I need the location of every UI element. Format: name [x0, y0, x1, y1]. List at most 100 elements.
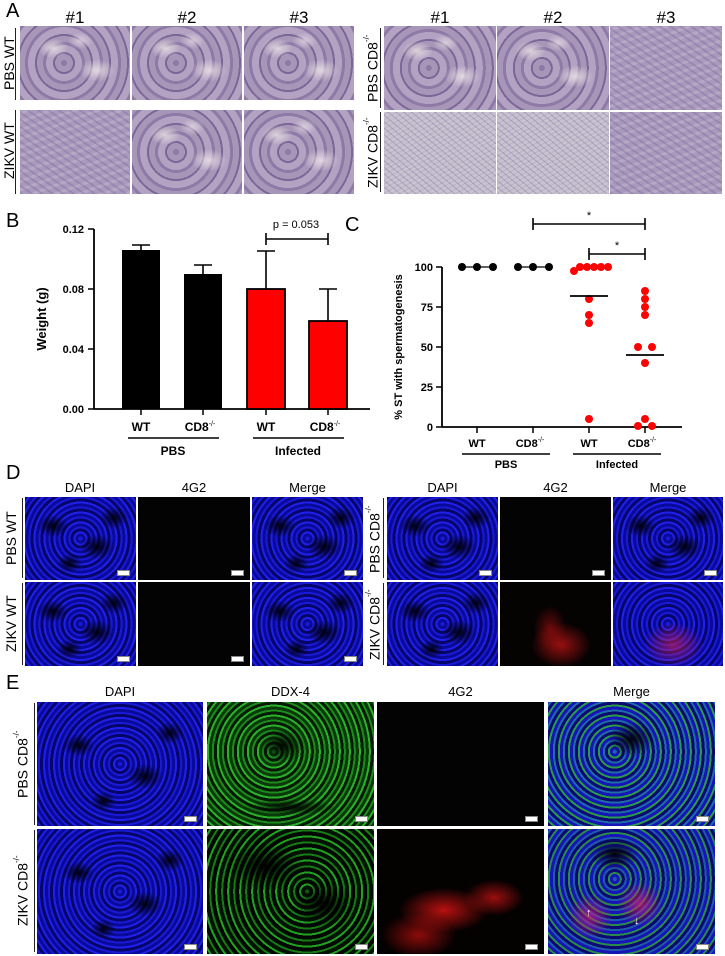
panel-b-letter: B [6, 210, 20, 232]
panel-a-right-row-1-label: PBS CD8-/- [362, 34, 381, 102]
panel-d-left-row-1-bar [22, 498, 23, 578]
svg-text:WT: WT [468, 438, 485, 450]
spermatogenesis-dot-plot: 100 75 50 25 0 % ST with spermatogenesis [393, 210, 682, 470]
bar-pbs-wt [122, 250, 160, 409]
arrow-up-icon: ↑ [586, 907, 592, 919]
he-image-pbs-wt-2 [132, 26, 242, 100]
scale-bar [117, 656, 130, 662]
he-image-zikv-wt-1 [20, 110, 130, 194]
if-e-zikv-cd8-merge: ↑ ↓ [548, 829, 715, 954]
he-image-pbs-cd8-3 [610, 26, 722, 110]
dot-plot-y-ticks: 100 75 50 25 0 [415, 262, 442, 434]
panel-e-row-2-bar [34, 830, 35, 952]
panel-e-col-merge: Merge [613, 684, 650, 699]
panel-a-left-row-1-bar [15, 28, 16, 100]
if-image-zikv-wt-dapi [25, 582, 136, 666]
if-image-pbs-cd8-dapi [387, 497, 498, 580]
weight-y-axis-label: Weight (g) [34, 287, 49, 350]
panel-c-letter: C [345, 214, 360, 236]
scale-bar [117, 570, 130, 576]
significance-bracket-infected-wt-vs-infected-cd8: * [588, 240, 646, 260]
weight-group-pbs: PBS [161, 444, 186, 458]
panel-a-right-row-2-bar [380, 112, 381, 192]
svg-text:CD8-/-: CD8-/- [185, 420, 216, 434]
bar-infected-cd8 [308, 320, 348, 410]
if-image-zikv-cd8-merge [613, 582, 723, 666]
if-image-zikv-wt-merge [252, 582, 363, 666]
dots-infected-cd8 [626, 287, 664, 430]
dots-infected-wt [570, 263, 612, 423]
panel-e-row-1-bar [34, 703, 35, 825]
scale-bar [525, 816, 538, 822]
scale-bar [231, 570, 244, 576]
if-image-zikv-cd8-dapi [387, 582, 498, 666]
scale-bar [344, 656, 357, 662]
panel-d-letter: D [6, 462, 21, 484]
panel-e-col-4g2: 4G2 [448, 684, 473, 699]
if-image-pbs-wt-4g2 [138, 497, 250, 580]
scale-bar [355, 944, 368, 950]
if-e-zikv-cd8-4g2 [377, 829, 544, 954]
panel-a-right-row-1-bar [380, 28, 381, 108]
svg-text:p = 0.053: p = 0.053 [273, 219, 319, 231]
arrow-down-icon: ↓ [634, 915, 640, 927]
if-e-zikv-cd8-ddx4 [207, 829, 374, 954]
panel-e-col-ddx4: DDX-4 [270, 684, 310, 699]
svg-text:CD8-/-: CD8-/- [310, 420, 341, 434]
he-image-zikv-cd8-3 [610, 112, 722, 194]
panel-a-left-col-1: #1 [65, 8, 85, 27]
scale-bar [696, 816, 709, 822]
svg-text:25: 25 [421, 382, 433, 394]
if-image-pbs-wt-dapi [25, 497, 136, 580]
weight-y-ticks: 0.12 0.08 0.04 0.00 [63, 224, 94, 416]
panel-a-left-row-2-bar [15, 110, 16, 194]
he-image-pbs-cd8-2 [497, 26, 609, 110]
panel-e-letter: E [6, 672, 20, 694]
weight-bars [122, 244, 348, 410]
scale-bar [184, 816, 197, 822]
svg-text:0.12: 0.12 [63, 224, 84, 236]
dot-plot-y-axis-label: % ST with spermatogenesis [393, 274, 405, 419]
panel-a-right-col-2: #2 [543, 8, 563, 27]
svg-text:100: 100 [415, 262, 433, 274]
panel-d-right-row-2-bar [383, 583, 384, 665]
panel-e-row-2-label: ZIKV CD8-/- [12, 855, 31, 927]
he-image-pbs-wt-1 [20, 26, 130, 100]
svg-text:CD8-/-: CD8-/- [516, 437, 545, 450]
svg-text:WT: WT [257, 420, 276, 434]
svg-text:WT: WT [580, 438, 597, 450]
scale-bar [344, 570, 357, 576]
scale-bar [696, 944, 709, 950]
if-e-pbs-cd8-4g2 [377, 702, 544, 826]
weight-x-labels: WT CD8-/- WT CD8-/- [132, 420, 341, 434]
scale-bar [479, 570, 492, 576]
if-e-pbs-cd8-merge [548, 702, 715, 826]
scale-bar [355, 816, 368, 822]
panel-d-left-row-1-label: PBS WT [3, 511, 19, 565]
svg-text:0.04: 0.04 [63, 344, 85, 356]
weight-bar-chart: 0.12 0.08 0.04 0.00 Weight (g) p = 0.053… [34, 219, 370, 458]
dot-plot-group-pbs: PBS [495, 459, 518, 470]
if-image-pbs-cd8-merge [613, 497, 723, 580]
svg-text:75: 75 [421, 302, 433, 314]
panel-a-left-col-2: #2 [177, 8, 197, 27]
scale-bar [231, 656, 244, 662]
panel-d-right-row-1-bar [383, 498, 384, 578]
dot-plot-group-infected: Infected [596, 459, 638, 470]
he-image-zikv-wt-2 [132, 110, 242, 194]
he-image-zikv-cd8-2 [497, 112, 609, 194]
panel-a-letter: A [6, 0, 20, 22]
svg-text:0.00: 0.00 [63, 404, 84, 416]
panel-d-left-row-2-label: ZIKV WT [3, 595, 19, 653]
scale-bar [525, 944, 538, 950]
svg-text:0.08: 0.08 [63, 284, 84, 296]
he-image-pbs-cd8-1 [384, 26, 496, 110]
he-image-zikv-wt-3 [244, 110, 354, 194]
if-image-pbs-wt-merge [252, 497, 363, 580]
significance-bracket-pbs-cd8-vs-infected-cd8: * [532, 210, 646, 230]
panel-d-right-col-dapi: DAPI [427, 480, 458, 495]
p-value-bracket: p = 0.053 [265, 219, 329, 245]
panel-d-right-col-merge: Merge [649, 480, 687, 495]
panel-e-row-1-label: PBS CD8-/- [12, 730, 31, 798]
bar-infected-wt [246, 288, 286, 410]
